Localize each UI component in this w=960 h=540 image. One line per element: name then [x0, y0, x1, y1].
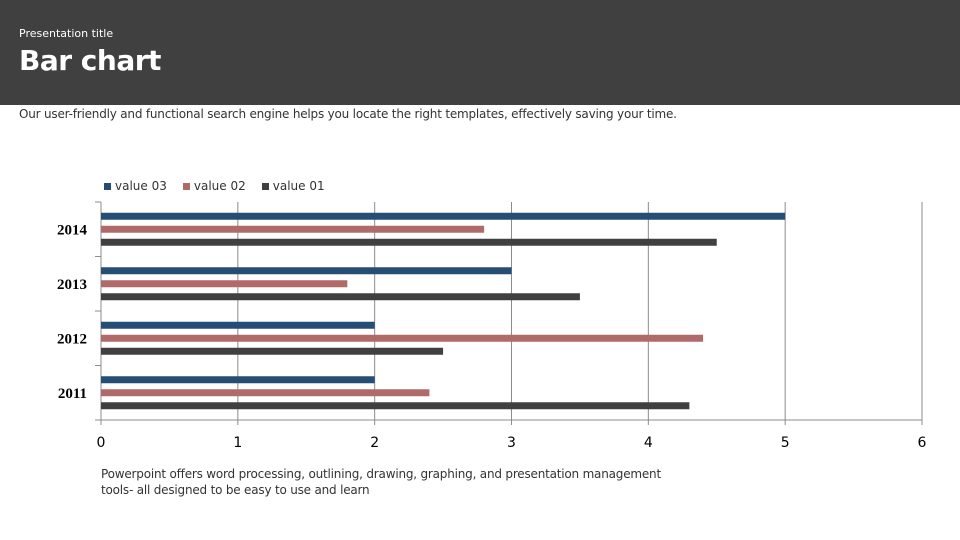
y-tick-label-2011: 2011 — [58, 386, 87, 402]
footer-text: Powerpoint offers word processing, outli… — [101, 466, 661, 498]
footer-line-1: Powerpoint offers word processing, outli… — [101, 467, 661, 481]
bar-2014-value-03 — [101, 212, 786, 220]
x-tick-label-4: 4 — [644, 435, 653, 451]
x-tick-label-5: 5 — [781, 435, 790, 451]
x-tick-label-2: 2 — [370, 435, 379, 451]
footer-line-2: tools- all designed to be easy to use an… — [101, 483, 370, 497]
legend-label: value 02 — [193, 179, 246, 193]
x-tick-label-3: 3 — [507, 435, 516, 451]
bar-2012-value-02 — [101, 334, 704, 342]
legend-swatch — [261, 182, 269, 190]
legend-swatch — [182, 182, 190, 190]
y-tick-label-2012: 2012 — [57, 331, 87, 347]
x-tick-label-6: 6 — [918, 435, 927, 451]
bar-2014-value-02 — [101, 225, 485, 233]
bar-2014-value-01 — [101, 238, 717, 246]
legend-swatch — [104, 182, 111, 190]
x-tick-label-0: 0 — [97, 435, 106, 451]
header-bar: Presentation title Bar chart — [0, 0, 960, 105]
legend-label: value 03 — [115, 179, 167, 193]
bar-2012-value-01 — [101, 347, 444, 355]
bar-2011-value-02 — [101, 389, 430, 397]
x-tick-label-1: 1 — [233, 435, 242, 451]
bar-2013-value-01 — [101, 293, 580, 301]
bar-2012-value-03 — [101, 321, 375, 329]
y-tick-label-2014: 2014 — [57, 222, 88, 238]
bar-2013-value-03 — [101, 267, 512, 275]
legend-item-value-01: value 01 — [261, 179, 325, 193]
chart-legend: value 03 value 02 value 01 — [104, 179, 325, 193]
legend-item-value-02: value 02 — [182, 179, 246, 193]
slide-title: Bar chart — [19, 44, 161, 77]
bar-2011-value-03 — [101, 376, 375, 384]
y-tick-label-2013: 2013 — [57, 277, 87, 293]
legend-label: value 01 — [272, 179, 325, 193]
slide-subtitle: Our user-friendly and functional search … — [19, 107, 677, 121]
presentation-title: Presentation title — [19, 27, 114, 40]
bar-2011-value-01 — [101, 402, 690, 410]
legend-item-value-03: value 03 — [104, 179, 167, 193]
bar-2013-value-02 — [101, 280, 348, 288]
